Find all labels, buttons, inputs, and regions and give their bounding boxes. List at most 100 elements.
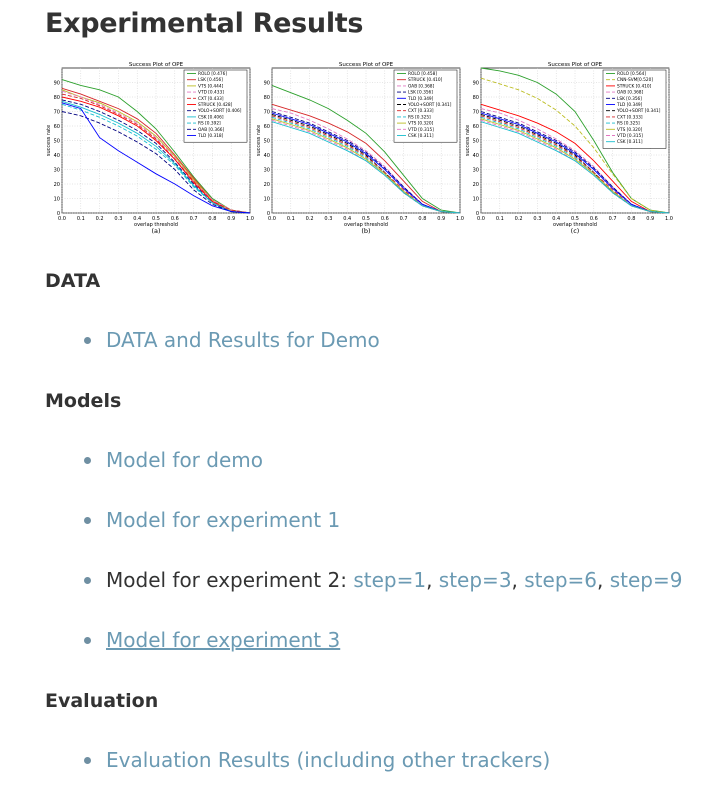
legend-entry: LSK [0.356] xyxy=(408,90,433,96)
y-tick-label: 50 xyxy=(264,139,270,145)
x-tick-label: 0.3 xyxy=(114,216,122,222)
y-axis-label: success rate xyxy=(46,125,52,156)
comma-separator: , xyxy=(426,568,433,592)
legend-entry: OAB [0.368] xyxy=(617,90,644,96)
link-step-3[interactable]: step=3 xyxy=(438,568,512,592)
link-model-experiment-1[interactable]: Model for experiment 1 xyxy=(106,508,341,532)
legend-entry: TLD [0.318] xyxy=(197,133,224,139)
legend-entry: CSK [0.311] xyxy=(408,133,434,139)
y-tick-label: 20 xyxy=(264,182,270,188)
link-step-9[interactable]: step=9 xyxy=(609,568,683,592)
x-tick-label: 0.4 xyxy=(343,216,351,222)
x-tick-label: 0.1 xyxy=(496,216,504,222)
legend-entry: CXT [0.333] xyxy=(408,108,434,114)
legend-entry: VTD [0.315] xyxy=(617,133,643,139)
x-tick-label: 0.6 xyxy=(381,216,389,222)
x-tick-label: 0.7 xyxy=(400,216,408,222)
legend-entry: ROLO [0.458] xyxy=(408,71,437,77)
link-step-1[interactable]: step=1 xyxy=(353,568,427,592)
list-item: Model for demo xyxy=(84,448,263,472)
y-tick-label: 30 xyxy=(54,168,60,174)
legend-entry: ROLO [0.564] xyxy=(617,71,646,77)
series-line xyxy=(61,103,251,214)
legend-entry: OAB [0.368] xyxy=(408,83,435,89)
list-item: Evaluation Results (including other trac… xyxy=(84,748,550,772)
comma-separator: , xyxy=(511,568,518,592)
legend-entry: RS [0.392] xyxy=(198,121,221,127)
y-tick-label: 50 xyxy=(473,139,479,145)
series-line xyxy=(61,90,251,214)
legend-entry: YOLO+SORT [0.341] xyxy=(616,108,661,114)
legend-entry: YOLO+SORT [0.406] xyxy=(197,108,242,114)
x-tick-label: 0.0 xyxy=(58,216,66,222)
x-tick-label: 0.8 xyxy=(208,216,216,222)
legend-entry: RS [0.325] xyxy=(408,114,431,120)
y-tick-label: 50 xyxy=(54,139,60,145)
legend-entry: STRUCK [0.428] xyxy=(198,102,233,108)
legend-entry: ROLO [0.476] xyxy=(198,71,227,77)
y-tick-label: 60 xyxy=(54,124,60,130)
x-axis-label: overlap threshold xyxy=(134,222,178,228)
y-tick-label: 10 xyxy=(264,197,270,203)
link-evaluation-results[interactable]: Evaluation Results (including other trac… xyxy=(106,748,551,772)
bullet-icon xyxy=(84,516,91,524)
section-heading-models: Models xyxy=(45,390,122,412)
legend-entry: LSK [0.356] xyxy=(617,96,642,102)
y-tick-label: 70 xyxy=(473,110,479,116)
legend-entry: VTS [0.444] xyxy=(198,83,224,89)
y-tick-label: 0 xyxy=(267,211,270,217)
series-line xyxy=(271,84,461,214)
chart-title: Success Plot of OPE xyxy=(129,62,184,68)
y-tick-label: 70 xyxy=(54,110,60,116)
link-model-experiment-3[interactable]: Model for experiment 3 xyxy=(106,628,341,652)
y-tick-label: 80 xyxy=(264,95,270,101)
legend-entry: STRUCK [0.410] xyxy=(408,77,443,83)
link-data-results-demo[interactable]: DATA and Results for Demo xyxy=(106,328,380,352)
legend-entry: RS [0.325] xyxy=(617,121,640,127)
x-tick-label: 1.0 xyxy=(456,216,464,222)
y-tick-label: 10 xyxy=(473,197,479,203)
series-line xyxy=(480,77,670,214)
legend-box xyxy=(393,69,458,143)
legend-entry: LSK [0.456] xyxy=(198,77,223,83)
x-axis-label: overlap threshold xyxy=(553,222,597,228)
chart-legend: ROLO [0.564]CNN-SVM[0.520]STRUCK [0.410]… xyxy=(602,69,667,149)
legend-entry: VTD [0.433] xyxy=(198,90,224,96)
legend-entry: STRUCK [0.410] xyxy=(617,83,652,89)
bullet-icon xyxy=(84,456,91,464)
y-tick-label: 10 xyxy=(54,197,60,203)
y-tick-label: 0 xyxy=(476,211,479,217)
y-tick-label: 20 xyxy=(473,182,479,188)
link-step-6[interactable]: step=6 xyxy=(524,568,598,592)
x-tick-label: 0.7 xyxy=(190,216,198,222)
x-tick-label: 0.2 xyxy=(306,216,314,222)
link-model-demo[interactable]: Model for demo xyxy=(106,448,263,472)
series-line xyxy=(480,112,670,214)
series-line xyxy=(61,79,251,214)
list-item: Model for experiment 1 xyxy=(84,508,340,532)
legend-entry: YOLO+SORT [0.341] xyxy=(407,102,452,108)
list-item: Model for experiment 2: step=1, step=3, … xyxy=(84,568,682,592)
y-axis-label: success rate xyxy=(256,125,262,156)
legend-entry: TLD [0.349] xyxy=(616,102,643,108)
x-tick-label: 0.7 xyxy=(609,216,617,222)
bullet-icon xyxy=(84,636,91,644)
y-tick-label: 0 xyxy=(57,211,60,217)
y-tick-label: 40 xyxy=(54,153,60,159)
y-tick-label: 30 xyxy=(264,168,270,174)
chart-legend: ROLO [0.476]LSK [0.456]VTS [0.444]VTD [0… xyxy=(183,69,248,143)
series-line xyxy=(480,115,670,214)
series-line xyxy=(271,115,461,214)
x-tick-label: 0.8 xyxy=(418,216,426,222)
x-tick-label: 0.3 xyxy=(324,216,332,222)
series-line xyxy=(480,103,670,214)
x-tick-label: 0.8 xyxy=(627,216,635,222)
x-tick-label: 0.1 xyxy=(77,216,85,222)
section-heading-data: DATA xyxy=(45,270,101,292)
x-tick-label: 1.0 xyxy=(246,216,254,222)
y-tick-label: 90 xyxy=(473,81,479,87)
x-tick-label: 0.6 xyxy=(171,216,179,222)
y-tick-label: 60 xyxy=(264,124,270,130)
series-line xyxy=(271,103,461,214)
y-tick-label: 40 xyxy=(473,153,479,159)
